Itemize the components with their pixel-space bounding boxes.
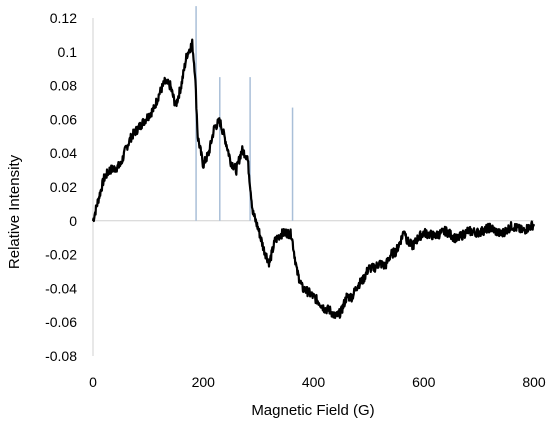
y-tick-label: -0.06	[45, 314, 77, 330]
y-tick-label: 0.08	[50, 78, 77, 94]
spectrum-line	[91, 38, 536, 320]
x-tick-label: 800	[522, 374, 546, 390]
y-tick-label: -0.08	[45, 348, 77, 364]
y-axis-label: Relative Intensity	[6, 154, 23, 269]
x-tick-labels: 0 200 400 600 800	[89, 374, 546, 390]
y-tick-label: -0.04	[45, 280, 77, 296]
series-layer	[91, 38, 536, 320]
y-tick-label: 0.12	[50, 10, 77, 26]
x-tick-label: 400	[302, 374, 326, 390]
x-tick-label: 200	[192, 374, 216, 390]
x-axis-label: Magnetic Field (G)	[251, 402, 374, 419]
x-tick-label: 0	[89, 374, 97, 390]
peak-markers	[195, 6, 294, 221]
y-tick-label: 0.02	[50, 179, 77, 195]
y-tick-label: 0.06	[50, 111, 77, 127]
y-tick-label: 0.04	[50, 145, 77, 161]
y-tick-label: 0	[69, 213, 77, 229]
x-tick-label: 600	[412, 374, 436, 390]
y-tick-labels: -0.08 -0.06 -0.04 -0.02 0 0.02 0.04 0.06 0.08 0.1…	[45, 10, 77, 364]
y-tick-label: 0.1	[58, 44, 78, 60]
y-tick-label: -0.02	[45, 247, 77, 263]
